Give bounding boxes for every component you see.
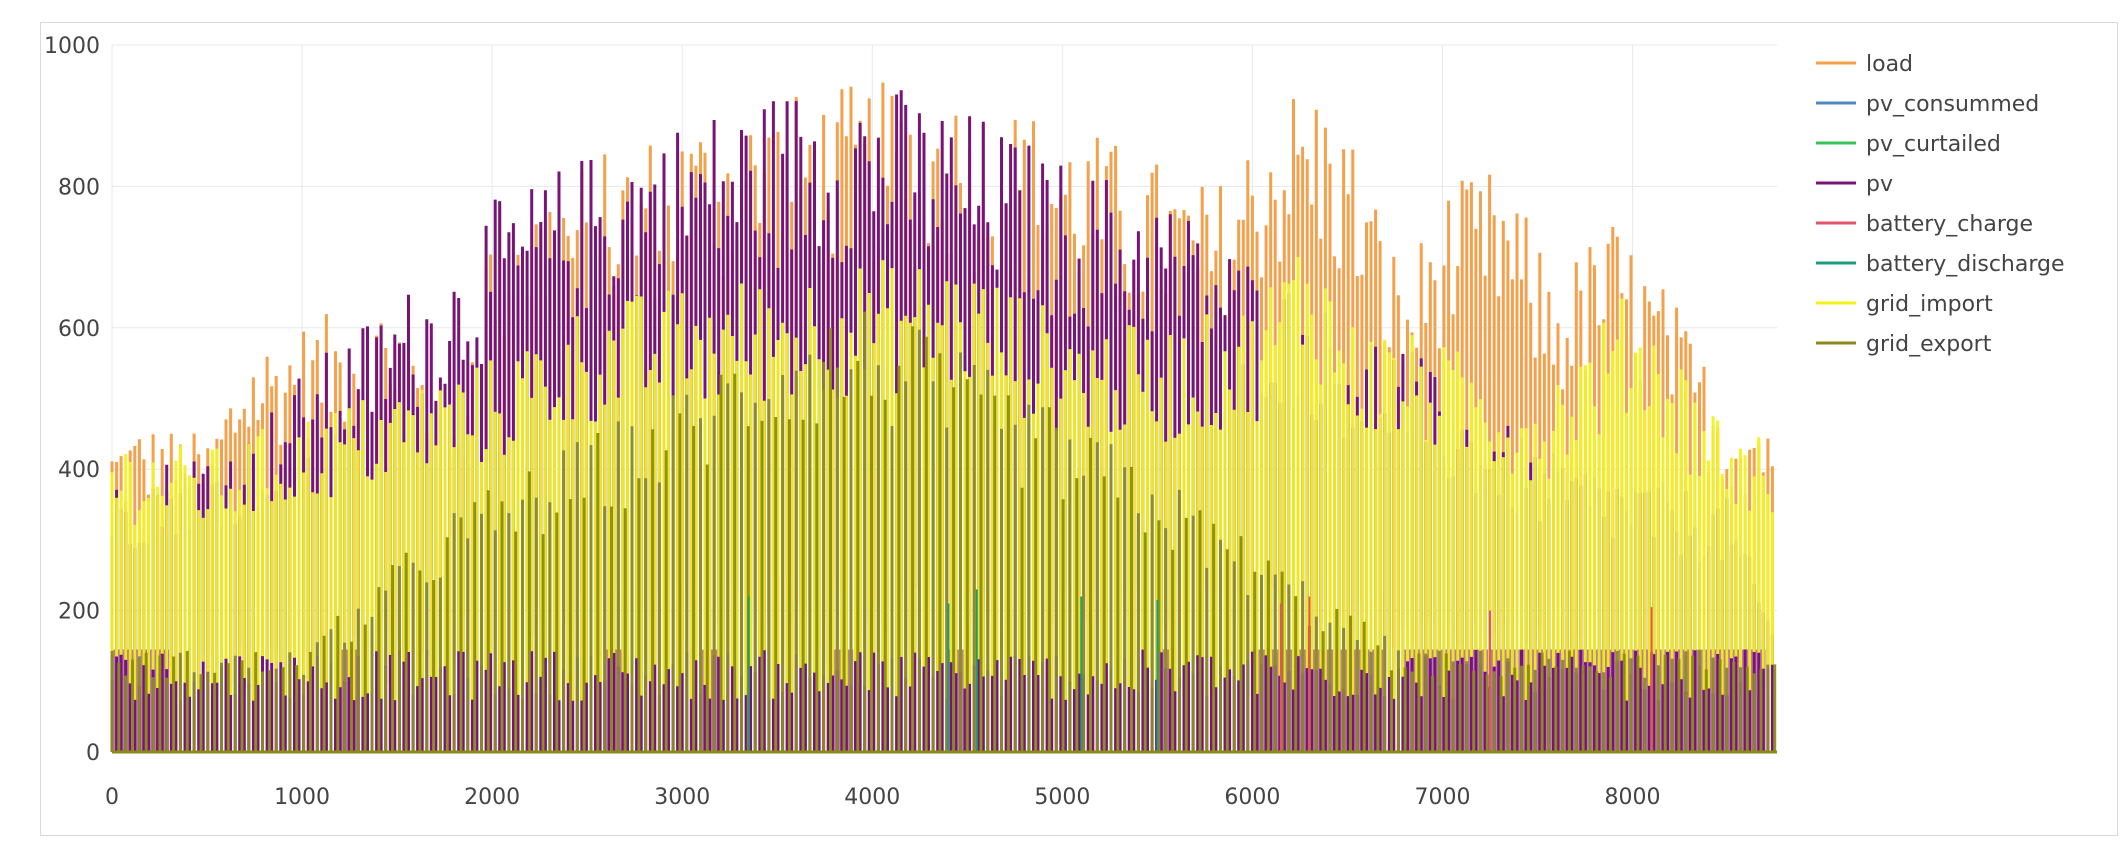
x-tick-label: 7000 (1414, 785, 1470, 810)
series-layer (110, 82, 1777, 754)
x-tick-label: 3000 (654, 785, 710, 810)
legend-item-grid-export[interactable]: grid_export (1816, 332, 1992, 357)
legend-item-pv-consummed[interactable]: pv_consummed (1816, 92, 2039, 117)
legend-item-load[interactable]: load (1816, 52, 1913, 77)
x-tick-label: 5000 (1034, 785, 1090, 810)
legend-label: battery_charge (1866, 212, 2033, 237)
x-tick-label: 6000 (1224, 785, 1280, 810)
legend-item-battery-discharge[interactable]: battery_discharge (1816, 252, 2065, 277)
y-tick-label: 200 (58, 600, 100, 625)
series-battery-discharge (747, 589, 1159, 752)
y-tick-label: 0 (86, 741, 100, 766)
x-tick-label: 0 (105, 785, 119, 810)
y-tick-label: 800 (58, 175, 100, 200)
legend-label: pv (1866, 172, 1893, 197)
legend-item-battery-charge[interactable]: battery_charge (1816, 212, 2033, 237)
legend-item-pv[interactable]: pv (1816, 172, 1893, 197)
legend-label: battery_discharge (1866, 252, 2065, 277)
legend-label: load (1866, 52, 1913, 77)
x-tick-label: 1000 (274, 785, 330, 810)
y-tick-label: 1000 (44, 34, 100, 59)
legend-item-pv-curtailed[interactable]: pv_curtailed (1816, 132, 2001, 157)
legend-label: pv_curtailed (1866, 132, 2001, 157)
series-grid-export (110, 311, 1777, 752)
x-tick-label: 2000 (464, 785, 520, 810)
x-tick-label: 8000 (1605, 785, 1661, 810)
line-chart: 0 1000 2000 3000 4000 5000 6000 7000 8000 0 200 40… (44, 34, 2065, 810)
series-battery-charge (1279, 596, 1653, 752)
legend-label: grid_export (1866, 332, 1992, 357)
chart-frame: 0 1000 2000 3000 4000 5000 6000 7000 8000 0 200 40… (40, 22, 2118, 836)
legend-label: grid_import (1866, 292, 1993, 317)
y-tick-label: 400 (58, 458, 100, 483)
x-axis-ticks: 0 1000 2000 3000 4000 5000 6000 7000 8000 (105, 785, 1661, 810)
y-axis-ticks: 0 200 400 600 800 1000 (44, 34, 100, 766)
legend-label: pv_consummed (1866, 92, 2039, 117)
y-tick-label: 600 (58, 317, 100, 342)
x-tick-label: 4000 (844, 785, 900, 810)
legend-item-grid-import[interactable]: grid_import (1816, 292, 1993, 317)
